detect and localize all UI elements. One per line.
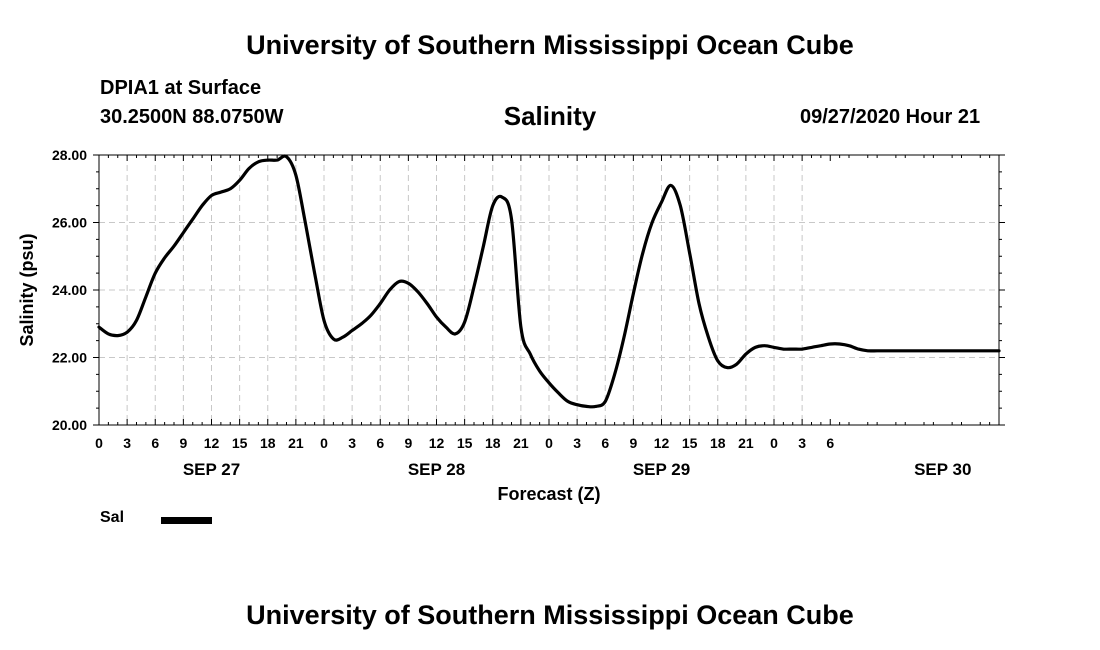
- y-tick-label: 22.00: [52, 350, 87, 366]
- legend-label: Sal: [100, 509, 125, 526]
- x-tick-label: 0: [545, 435, 553, 451]
- x-tick-label: 9: [629, 435, 637, 451]
- station-name: DPIA1 at Surface: [100, 77, 262, 99]
- x-tick-label: 6: [826, 435, 834, 451]
- x-tick-label: 0: [770, 435, 778, 451]
- x-tick-label: 15: [457, 435, 473, 451]
- y-tick-label: 24.00: [52, 282, 87, 298]
- x-tick-label: 18: [710, 435, 726, 451]
- x-day-label: SEP 30: [914, 460, 971, 479]
- axis-labels: 0 3 6 9 12 15 18 21 0 3 6 9 12 15 18 21 0 3 6 9 12 15 18 21 0 3 6 2…: [52, 147, 971, 479]
- x-tick-label: 3: [573, 435, 581, 451]
- x-tick-label: 21: [513, 435, 529, 451]
- x-tick-label: 6: [601, 435, 609, 451]
- x-axis-label: Forecast (Z): [497, 484, 600, 504]
- series-line-sal: [97, 154, 1001, 409]
- x-tick-label: 12: [654, 435, 670, 451]
- x-tick-label: 18: [260, 435, 276, 451]
- x-tick-label: 0: [320, 435, 328, 451]
- x-tick-label: 9: [404, 435, 412, 451]
- x-tick-label: 6: [376, 435, 384, 451]
- y-axis-label: Salinity (psu): [17, 233, 37, 346]
- x-tick-label: 18: [485, 435, 501, 451]
- grid: [99, 155, 999, 425]
- footer-title: University of Southern Mississippi Ocean…: [246, 600, 854, 630]
- y-tick-label: 26.00: [52, 215, 87, 231]
- report-title: University of Southern Mississippi Ocean…: [246, 30, 854, 60]
- x-tick-label: 15: [682, 435, 698, 451]
- x-tick-label: 12: [204, 435, 220, 451]
- x-tick-label: 12: [429, 435, 445, 451]
- x-tick-label: 21: [738, 435, 754, 451]
- x-tick-label: 0: [95, 435, 103, 451]
- legend-swatch: [161, 517, 212, 524]
- x-day-label: SEP 29: [633, 460, 690, 479]
- y-tick-label: 20.00: [52, 417, 87, 433]
- plot-frame: [98, 154, 1000, 426]
- x-day-label: SEP 27: [183, 460, 240, 479]
- x-tick-label: 3: [123, 435, 131, 451]
- forecast-datetime: 09/27/2020 Hour 21: [800, 106, 981, 128]
- x-tick-label: 6: [151, 435, 159, 451]
- x-tick-label: 3: [348, 435, 356, 451]
- x-tick-label: 3: [798, 435, 806, 451]
- station-coordinates: 30.2500N 88.0750W: [100, 106, 284, 128]
- x-tick-label: 21: [288, 435, 304, 451]
- x-tick-label: 9: [179, 435, 187, 451]
- x-day-label: SEP 28: [408, 460, 465, 479]
- chart-title: Salinity: [503, 101, 597, 131]
- x-tick-label: 15: [232, 435, 248, 451]
- y-tick-label: 28.00: [52, 147, 87, 163]
